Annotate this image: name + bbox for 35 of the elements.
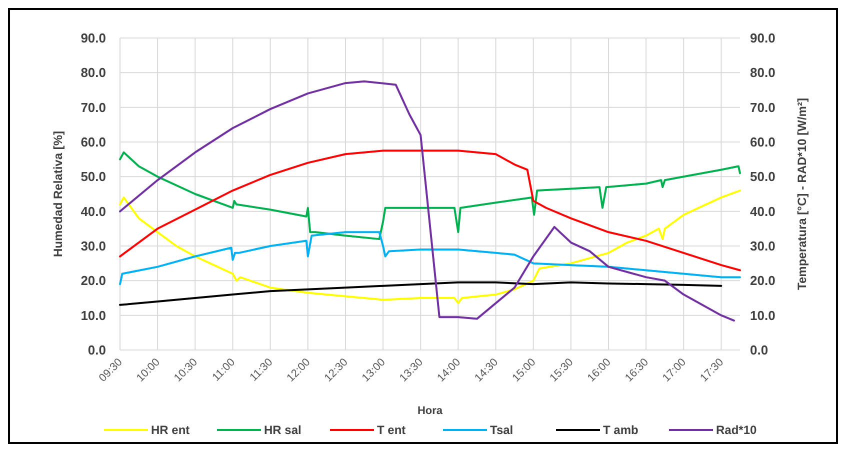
x-axis-title: Hora [417, 405, 444, 417]
y-tick-label: 20.0 [80, 273, 106, 288]
y-tick-label: 90.0 [80, 30, 106, 46]
y2-tick-label: 40.0 [750, 204, 776, 219]
legend-label: T ent [377, 423, 406, 437]
line-series [119, 281, 722, 306]
legend-label: T amb [603, 423, 638, 437]
y2-tick-label: 60.0 [750, 134, 776, 150]
line-series [119, 80, 735, 322]
y-tick-label: 40.0 [80, 204, 106, 219]
y-tick-label: 0.0 [88, 342, 106, 358]
y-tick-label: 70.0 [80, 100, 106, 115]
y2-tick-label: 20.0 [750, 273, 776, 288]
y2-tick-label: 0.0 [750, 342, 768, 358]
y2-tick-label: 50.0 [750, 169, 776, 184]
line-series [119, 231, 741, 286]
legend-label: Tsal [490, 423, 514, 437]
y2-tick-label: 10.0 [750, 308, 776, 323]
y-tick-label: 30.0 [80, 238, 106, 254]
y2-tick-label: 90.0 [750, 30, 776, 46]
legend-label: Rad*10 [716, 423, 758, 437]
line-series [119, 190, 741, 304]
legend-label: HR sal [264, 423, 302, 437]
y2-tick-label: 80.0 [750, 65, 776, 80]
line-series [119, 150, 741, 272]
y2-axis-title: Temperatura [°C] - RAD*10 [W/m²] [795, 98, 809, 290]
y2-tick-label: 30.0 [750, 238, 776, 254]
y-tick-label: 50.0 [80, 169, 106, 184]
line-series [119, 151, 741, 240]
y-tick-label: 10.0 [80, 308, 106, 323]
legend-label: HR ent [151, 423, 190, 437]
y-tick-label: 60.0 [80, 134, 106, 150]
y-axis-title: Humedad Relativa [%] [51, 130, 65, 258]
y-tick-label: 80.0 [80, 65, 106, 80]
y2-tick-label: 70.0 [750, 100, 776, 115]
